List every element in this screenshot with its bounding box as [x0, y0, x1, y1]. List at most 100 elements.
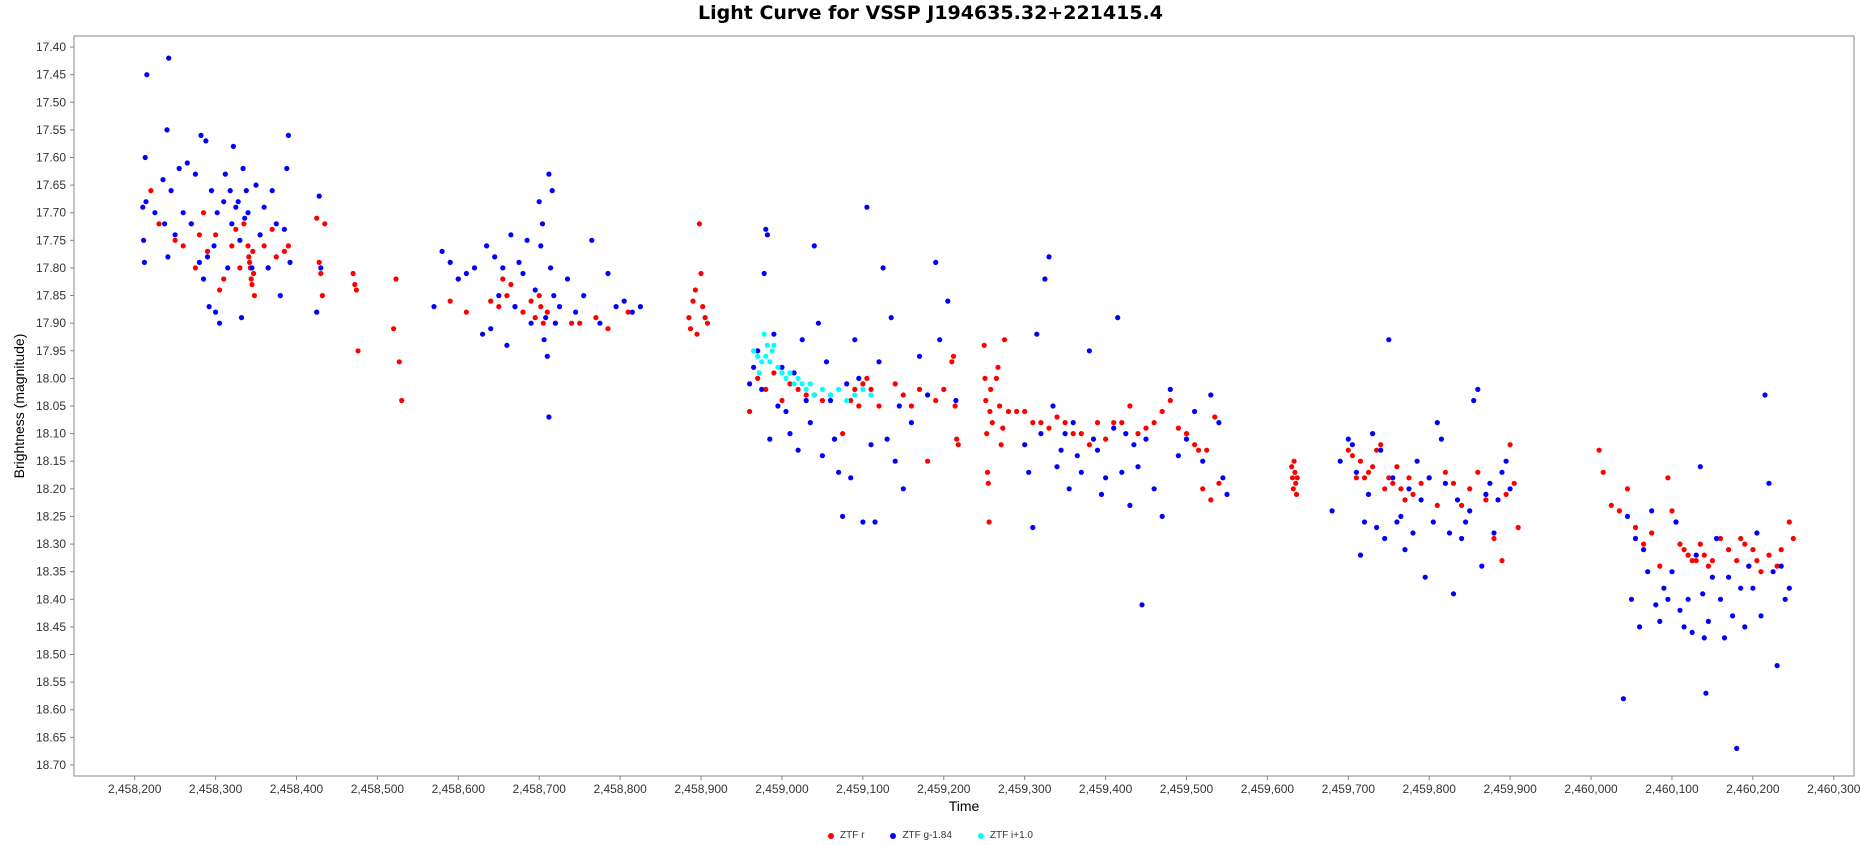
- data-point: [1483, 491, 1489, 497]
- y-tick-label: 17.75: [36, 233, 66, 247]
- data-point: [1398, 486, 1404, 492]
- data-point: [1151, 420, 1157, 426]
- data-point: [1697, 464, 1703, 470]
- x-tick-label: 2,460,300: [1807, 782, 1861, 796]
- data-point: [761, 331, 767, 337]
- y-tick-label: 18.00: [36, 371, 66, 385]
- y-tick-label: 17.40: [36, 40, 66, 54]
- data-point: [1709, 574, 1715, 580]
- data-point: [243, 188, 249, 194]
- data-point: [353, 287, 359, 293]
- data-point: [208, 188, 215, 194]
- data-point: [787, 381, 793, 387]
- data-point: [1034, 331, 1040, 337]
- data-point: [605, 326, 611, 332]
- data-point: [488, 326, 494, 332]
- data-point: [864, 375, 870, 381]
- data-point: [1294, 475, 1300, 481]
- data-point: [998, 442, 1004, 448]
- data-point: [238, 315, 245, 321]
- data-point: [1038, 420, 1044, 426]
- data-point: [230, 143, 236, 149]
- data-point: [1762, 392, 1768, 398]
- data-point: [253, 182, 259, 188]
- data-point: [1426, 475, 1432, 481]
- data-point: [1649, 508, 1655, 514]
- data-point: [795, 386, 801, 392]
- data-point: [989, 420, 995, 426]
- data-point: [751, 348, 757, 354]
- data-point: [831, 436, 838, 442]
- plot-area: [73, 35, 1855, 777]
- data-point: [269, 188, 275, 194]
- data-point: [1734, 558, 1740, 564]
- data-point: [249, 281, 255, 288]
- data-point: [1204, 447, 1210, 453]
- chart-title: Light Curve for VSSP J194635.32+221415.4: [698, 2, 1163, 24]
- data-point: [868, 392, 874, 398]
- data-point: [1200, 458, 1206, 464]
- data-point: [1499, 469, 1505, 475]
- data-point: [1143, 425, 1149, 431]
- data-point: [1754, 530, 1760, 536]
- data-point: [747, 381, 753, 387]
- data-point: [532, 287, 538, 293]
- data-point: [1046, 425, 1052, 431]
- data-point: [229, 221, 235, 227]
- data-point: [779, 397, 785, 404]
- data-point: [637, 304, 644, 310]
- data-point: [764, 232, 771, 238]
- data-point: [625, 309, 631, 315]
- data-point: [997, 403, 1003, 409]
- data-point: [1758, 613, 1764, 619]
- data-point: [597, 320, 603, 326]
- data-point: [1418, 497, 1424, 503]
- data-point: [1738, 535, 1744, 542]
- y-tick-label: 17.80: [36, 261, 66, 275]
- data-point: [844, 381, 850, 387]
- data-point: [1677, 541, 1683, 547]
- data-point: [1750, 547, 1756, 553]
- data-point: [1183, 431, 1190, 437]
- data-point: [1766, 480, 1772, 486]
- data-point: [1746, 563, 1752, 569]
- data-point: [1357, 458, 1364, 464]
- data-point: [799, 337, 805, 343]
- x-tick-label: 2,459,700: [1322, 782, 1376, 796]
- legend-swatch-ztf-r: [828, 832, 834, 839]
- data-point: [319, 293, 325, 299]
- data-point: [540, 320, 546, 326]
- data-point: [1430, 519, 1436, 525]
- data-point: [819, 397, 826, 404]
- data-point: [1382, 535, 1388, 542]
- data-point: [1786, 585, 1792, 591]
- data-point: [993, 375, 1000, 381]
- y-tick-label: 18.65: [36, 730, 66, 744]
- data-point: [811, 392, 817, 398]
- data-point: [1624, 513, 1631, 520]
- data-point: [1467, 486, 1473, 492]
- data-point: [807, 420, 813, 426]
- data-point: [937, 337, 943, 343]
- data-point: [233, 226, 239, 232]
- data-point: [512, 304, 518, 310]
- data-point: [1459, 502, 1465, 508]
- data-point: [1649, 530, 1655, 536]
- data-point: [1410, 530, 1416, 536]
- data-point: [1677, 607, 1683, 613]
- x-tick-label: 2,459,100: [836, 782, 890, 796]
- data-point: [573, 309, 579, 315]
- data-point: [1653, 602, 1659, 608]
- data-point: [807, 381, 813, 387]
- data-point: [180, 210, 186, 216]
- data-point: [1353, 475, 1359, 481]
- data-point: [884, 436, 890, 442]
- data-point: [233, 204, 239, 210]
- y-tick-label: 17.45: [36, 68, 66, 82]
- data-point: [284, 165, 290, 172]
- data-point: [1058, 447, 1064, 453]
- data-point: [1689, 629, 1695, 636]
- data-point: [872, 519, 878, 525]
- data-point: [1046, 254, 1052, 260]
- data-point: [1665, 596, 1671, 602]
